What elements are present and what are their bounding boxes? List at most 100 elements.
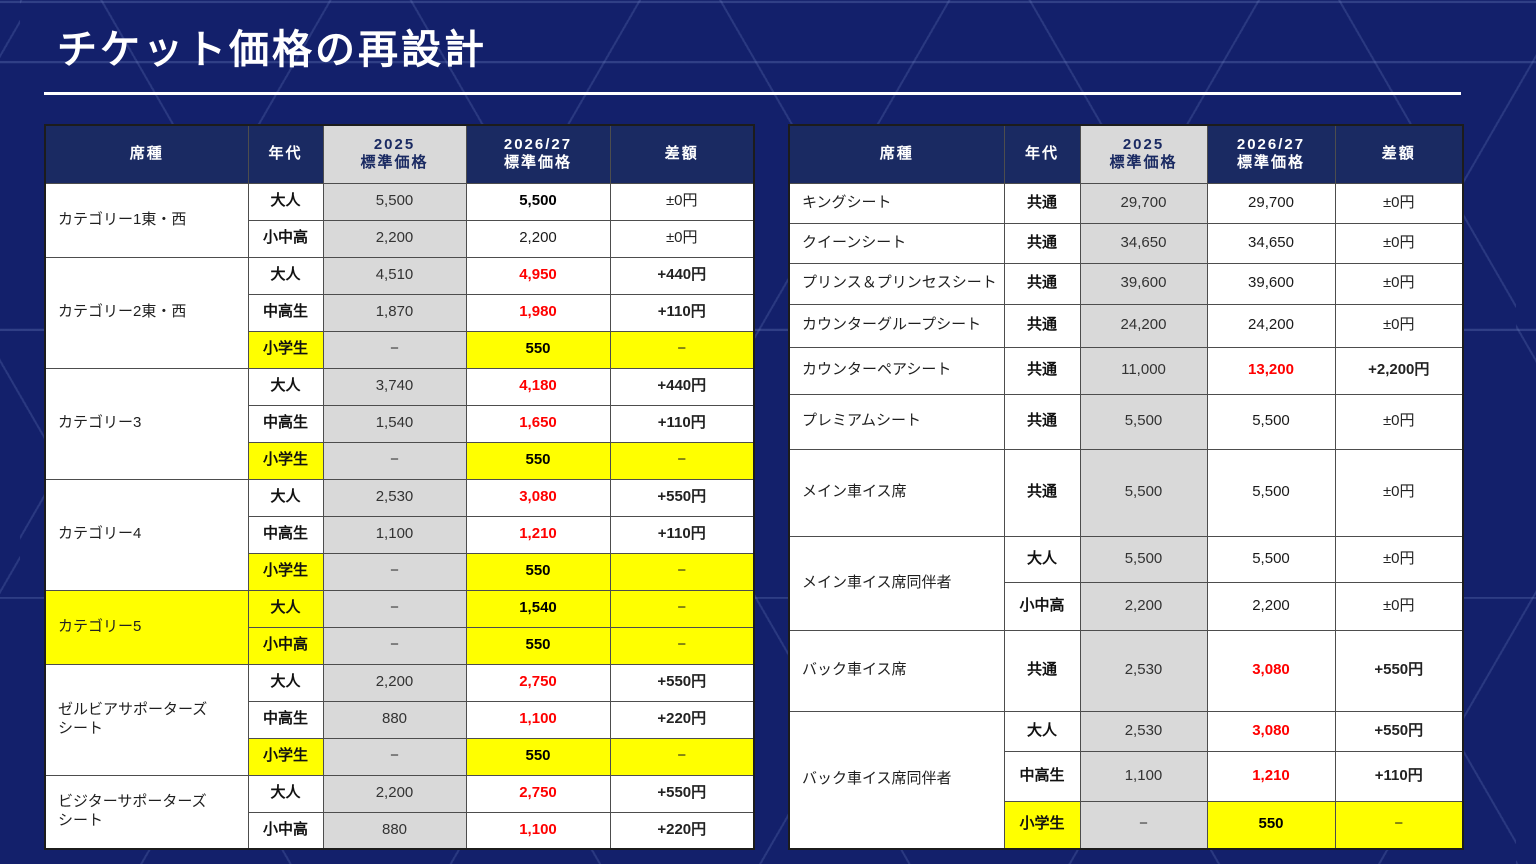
price-2025-cell: − (322, 552, 467, 591)
price-table-right: 席種 年代 2025 標準価格 2026/27 標準価格 差額 キングシート 共通… (788, 124, 1464, 850)
price-2026-cell: 550 (465, 330, 611, 369)
seat-name-cell: バック車イス席 (788, 629, 1005, 712)
diff-cell: ±0円 (609, 182, 755, 221)
seat-name-cell: カテゴリー2東・西 (44, 256, 249, 369)
column-header-2026: 2026/27 標準価格 (465, 124, 611, 184)
diff-cell: +2,200円 (1334, 346, 1464, 395)
age-cell: 中高生 (1003, 750, 1081, 802)
diff-cell: − (1334, 800, 1464, 850)
diff-cell: +110円 (1334, 750, 1464, 802)
age-cell: 中高生 (247, 293, 324, 332)
price-2025-cell: 2,530 (1079, 629, 1208, 712)
price-2026-cell: 1,650 (465, 404, 611, 443)
seat-name-cell: キングシート (788, 182, 1005, 224)
diff-cell: − (609, 737, 755, 776)
price-2026-cell: 550 (465, 552, 611, 591)
column-header-2025-line2: 標準価格 (360, 154, 429, 172)
price-2025-cell: 2,530 (1079, 710, 1208, 752)
price-2025-cell: 5,500 (1079, 448, 1208, 537)
table-row: 小中高 2,200 2,200 ±0円 (45, 219, 755, 258)
price-2025-cell: 3,740 (322, 367, 467, 406)
price-2026-cell: 5,500 (1206, 448, 1336, 537)
table-row: カテゴリー5 大人 −1,540− (44, 589, 755, 665)
price-2025-cell: 1,100 (1079, 750, 1208, 802)
seat-name-cell: カウンターグループシート (788, 303, 1005, 348)
price-2026-cell: 1,980 (465, 293, 611, 332)
price-2025-cell: 5,500 (322, 182, 467, 221)
header-row: 席種 年代 2025 標準価格 2026/27 標準価格 差額 (44, 124, 755, 184)
page-title: チケット価格の再設計 (57, 28, 487, 72)
seat-name-cell: メイン車イス席 (788, 448, 1005, 537)
price-2025-cell: 1,870 (322, 293, 467, 332)
table-row: カウンターペアシート 共通 11,000 13,200 +2,200円 (788, 346, 1464, 395)
price-2025-cell: − (322, 330, 467, 369)
seat-name-cell: カテゴリー4 (44, 478, 249, 591)
header-row: 席種 年代 2025 標準価格 2026/27 標準価格 差額 (788, 124, 1464, 184)
price-2026-cell: 34,650 (1206, 222, 1336, 264)
diff-cell: +110円 (609, 404, 755, 443)
price-2026-cell: 5,500 (1206, 535, 1336, 583)
price-2026-cell: 1,100 (465, 811, 611, 850)
diff-cell: ±0円 (1334, 303, 1464, 348)
price-2025-cell: 2,200 (322, 219, 467, 258)
price-2026-cell: 13,200 (1206, 346, 1336, 395)
diff-cell: +220円 (609, 700, 755, 739)
table-row: バック車イス席同伴者 大人 2,530 3,080 +550円 (788, 710, 1464, 850)
diff-cell: ±0円 (1334, 262, 1464, 305)
price-2026-cell: 550 (1206, 800, 1336, 850)
price-2026-cell: 2,200 (465, 219, 611, 258)
table-row: 小中高 880 1,100 +220円 (45, 811, 755, 850)
age-cell: 共通 (1003, 262, 1081, 305)
diff-cell: +110円 (609, 293, 755, 332)
seat-name-cell: バック車イス席同伴者 (788, 710, 1005, 850)
age-cell: 中高生 (247, 404, 324, 443)
column-header-2025-line1: 2025 (373, 135, 416, 153)
table-row: カテゴリー3 大人 3,740 4,180 +440円 (44, 367, 755, 480)
price-2025-cell: − (322, 441, 467, 480)
price-2025-cell: 2,200 (322, 663, 467, 702)
diff-cell: +550円 (609, 663, 755, 702)
column-header-2025: 2025 標準価格 (322, 124, 467, 184)
seat-name-cell: プリンス＆プリンセスシート (788, 262, 1005, 305)
price-2026-cell: 1,100 (465, 700, 611, 739)
age-cell: 小学生 (247, 552, 324, 591)
table-row: 小学生 −550− (45, 737, 755, 776)
age-cell: 中高生 (247, 515, 324, 554)
age-cell: 小中高 (247, 811, 324, 850)
price-2025-cell: 11,000 (1079, 346, 1208, 395)
price-2026-cell: 3,080 (465, 478, 611, 517)
diff-cell: ±0円 (1334, 222, 1464, 264)
seat-name-cell: カテゴリー3 (44, 367, 249, 480)
age-cell: 小学生 (1003, 800, 1081, 850)
price-2025-cell: 4,510 (322, 256, 467, 295)
seat-name-cell: メイン車イス席同伴者 (788, 535, 1005, 631)
table-row: プリンス＆プリンセスシート 共通 39,600 39,600 ±0円 (788, 262, 1464, 305)
price-2025-cell: 5,500 (1079, 393, 1208, 450)
price-2026-cell: 24,200 (1206, 303, 1336, 348)
price-2025-cell: 29,700 (1079, 182, 1208, 224)
price-2026-cell: 550 (465, 737, 611, 776)
table-row: 小中高 2,200 2,200 ±0円 (789, 581, 1464, 631)
price-table-left: 席種 年代 2025 標準価格 2026/27 標準価格 差額 カテゴリー1東・… (44, 124, 755, 850)
price-2026-cell: 550 (465, 441, 611, 480)
diff-cell: ±0円 (1334, 182, 1464, 224)
table-row: 中高生 1,870 1,980 +110円 (45, 293, 755, 332)
age-cell: 共通 (1003, 182, 1081, 224)
price-2025-cell: 1,100 (322, 515, 467, 554)
column-header-age: 年代 (247, 124, 324, 184)
age-cell: 小中高 (1003, 581, 1081, 631)
diff-cell: +110円 (609, 515, 755, 554)
price-2026-cell: 39,600 (1206, 262, 1336, 305)
price-2025-cell: 24,200 (1079, 303, 1208, 348)
diff-cell: − (609, 626, 755, 665)
price-2026-cell: 3,080 (1206, 710, 1336, 752)
age-cell: 共通 (1003, 346, 1081, 395)
price-2026-cell: 4,950 (465, 256, 611, 295)
column-header-2026: 2026/27 標準価格 (1206, 124, 1336, 184)
age-cell: 大人 (247, 774, 324, 813)
age-cell: 小学生 (247, 441, 324, 480)
price-2025-cell: 1,540 (322, 404, 467, 443)
age-cell: 小中高 (247, 626, 324, 665)
price-2026-cell: 1,210 (465, 515, 611, 554)
